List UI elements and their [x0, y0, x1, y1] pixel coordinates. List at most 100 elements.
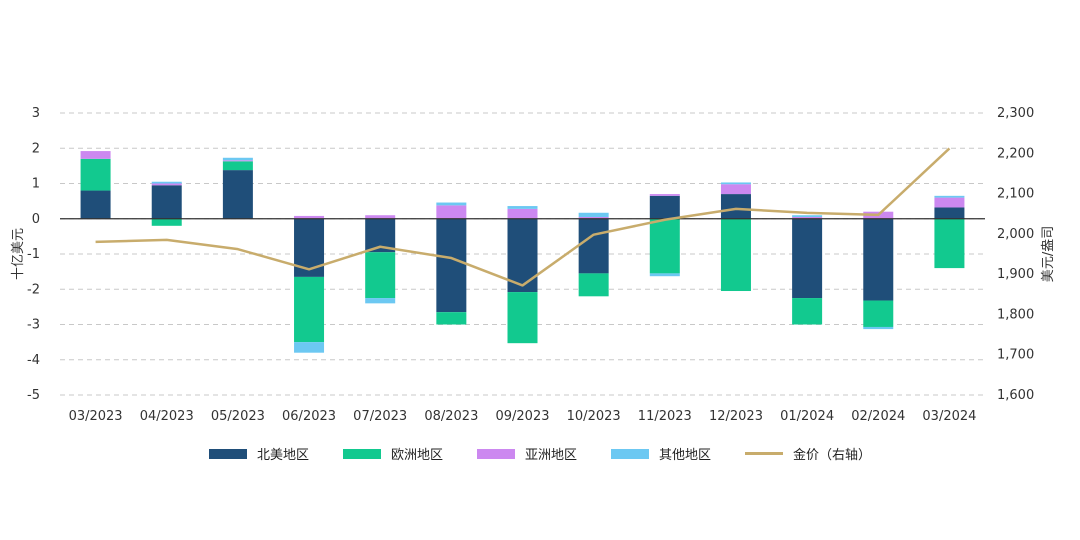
bar-segment: [720, 184, 751, 195]
bar-segment: [365, 215, 396, 219]
y-tick-label: 3: [32, 106, 40, 121]
bar-segment: [720, 182, 751, 185]
bar-segment: [649, 194, 680, 196]
bar-segment: [720, 218, 751, 292]
bar-segment: [507, 218, 538, 293]
y-tick-label: -5: [27, 388, 40, 403]
legend-swatch: [611, 448, 649, 459]
y2-tick-label: 2,100: [997, 187, 1034, 202]
bar-segment: [934, 197, 965, 208]
bar-segment: [151, 183, 182, 186]
bar-segment: [792, 218, 823, 299]
y-tick-label: -3: [27, 318, 40, 333]
x-axis-ticks: 03/2023 04/2023 05/2023 06/2023 07/2023 08/20…: [69, 409, 977, 424]
x-tick-label: 10/2023: [567, 409, 621, 424]
bar-segment: [436, 205, 467, 219]
bar-segment: [578, 216, 609, 219]
x-tick-label: 03/2023: [69, 409, 123, 424]
y-tick-label: 2: [32, 141, 40, 156]
bar-segment: [436, 202, 467, 206]
bar-segment: [863, 300, 894, 327]
legend-label: 亚洲地区: [524, 448, 577, 463]
bar-segment: [792, 298, 823, 325]
bar-segment: [934, 218, 965, 269]
x-tick-label: 06/2023: [282, 409, 336, 424]
bar-segment: [792, 216, 823, 219]
legend-label: 金价（右轴）: [793, 448, 872, 463]
y2-tick-label: 1,600: [997, 388, 1034, 403]
bar-segment: [294, 215, 325, 219]
y-tick-label: -4: [27, 353, 40, 368]
bar-segment: [507, 292, 538, 344]
legend-swatch: [342, 448, 381, 459]
legend-swatch: [208, 448, 247, 459]
x-tick-label: 08/2023: [424, 409, 478, 424]
legend-label: 欧洲地区: [390, 448, 443, 463]
bar-segment: [222, 160, 253, 162]
y-tick-label: 0: [32, 212, 40, 227]
gold-price-line: [95, 147, 951, 287]
bar-segment: [720, 194, 751, 219]
x-tick-label: 01/2024: [780, 409, 834, 424]
y-tick-label: -1: [27, 247, 40, 262]
legend-item-gold-price: 金价（右轴）: [745, 444, 871, 463]
x-tick-label: 02/2024: [851, 409, 905, 424]
bar-segment: [934, 195, 965, 198]
bar-segment: [222, 170, 253, 219]
y2-tick-label: 2,200: [997, 146, 1034, 161]
bar-segment: [934, 207, 965, 219]
y2-axis-title: 美元/盎司: [1041, 226, 1056, 282]
bar-segment: [436, 312, 467, 325]
legend-item-asia: 亚洲地区: [476, 444, 577, 463]
bar-segment: [365, 252, 396, 299]
y2-tick-label: 1,800: [997, 307, 1034, 322]
y2-tick-label: 1,900: [997, 267, 1034, 282]
legend-label: 北美地区: [256, 448, 309, 463]
legend-label: 其他地区: [659, 448, 712, 463]
x-tick-label: 03/2024: [922, 409, 976, 424]
bar-segment: [80, 151, 111, 159]
bar-segment: [151, 185, 182, 219]
left-axis-ticks: -5 -4 -3 -2 -1 0 1 2 3: [27, 106, 40, 403]
legend-item-other: 其他地区: [611, 444, 711, 463]
bar-segment: [80, 158, 111, 191]
bar-segment: [578, 212, 609, 217]
bar-segment: [578, 273, 609, 297]
bar-segment: [436, 218, 467, 313]
x-tick-label: 05/2023: [211, 409, 265, 424]
bar-segment: [294, 276, 325, 343]
bars: [80, 151, 965, 353]
x-tick-label: 04/2023: [140, 409, 194, 424]
x-tick-label: 07/2023: [353, 409, 407, 424]
legend-item-europe: 欧洲地区: [342, 444, 443, 463]
legend-swatch: [476, 448, 515, 459]
bar-segment: [649, 273, 680, 277]
bar-segment: [294, 342, 325, 353]
bar-segment: [507, 208, 538, 219]
bar-segment: [365, 298, 396, 304]
bar-segment: [80, 190, 111, 219]
y-axis-title: 十亿美元: [11, 228, 26, 280]
x-tick-label: 11/2023: [638, 409, 692, 424]
bar-segment: [222, 157, 253, 161]
bar-segment: [792, 215, 823, 217]
bar-segment: [151, 218, 182, 226]
right-axis-ticks: 1,600 1,700 1,800 1,900 2,000 2,100 2,200 2,300: [997, 106, 1034, 403]
y2-tick-label: 2,300: [997, 106, 1034, 121]
x-tick-label: 09/2023: [495, 409, 549, 424]
y-tick-label: 1: [32, 177, 40, 192]
y2-tick-label: 1,700: [997, 348, 1034, 363]
y2-tick-label: 2,000: [997, 227, 1034, 242]
bar-segment: [863, 326, 894, 330]
y-tick-label: -2: [27, 282, 40, 297]
gold-price-series: [95, 147, 951, 287]
bar-segment: [222, 161, 253, 171]
bar-segment: [151, 181, 182, 184]
bar-segment: [578, 218, 609, 274]
legend-item-north-america: 北美地区: [208, 444, 309, 463]
legend-swatch: [745, 452, 784, 455]
legend: 北美地区 欧洲地区 亚洲地区 其他地区 金价（右轴）: [0, 444, 1080, 463]
bar-segment: [649, 218, 680, 274]
x-tick-label: 12/2023: [709, 409, 763, 424]
